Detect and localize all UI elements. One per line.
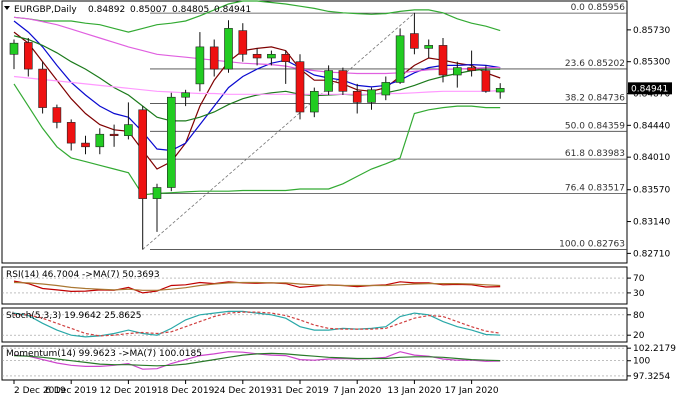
stoch-pane-frame (1, 307, 628, 343)
fib-level-label: 100.0 0.82763 (559, 239, 625, 249)
collapse-triangle-icon (4, 6, 10, 10)
bear-candle (238, 30, 248, 55)
x-tick-label: 18 Dec 2019 (157, 386, 215, 396)
fib-trendline (142, 12, 415, 250)
rsi-tick-label: 70 (633, 274, 645, 284)
momentum-tick-label: 100 (633, 357, 650, 367)
bull-candle (309, 90, 319, 113)
rsi-tick-label: 30 (633, 289, 645, 299)
x-tick-label: 24 Dec 2019 (214, 386, 272, 396)
y-tick-label: 0.84870 (633, 90, 670, 100)
bear-candle (52, 107, 62, 123)
main-pane-frame (1, 0, 628, 264)
bear-candle (352, 90, 362, 103)
stoch-tick-label: 20 (633, 331, 645, 341)
bull-candle (395, 35, 405, 83)
bear-candle (209, 46, 219, 70)
bear-candle (38, 68, 47, 108)
ohlc-value: 0.84892 (88, 5, 125, 15)
momentum-pane-frame (1, 345, 628, 381)
bear-candle (81, 142, 90, 148)
moving-average-line (13, 75, 501, 95)
bull-candle (381, 82, 391, 96)
x-tick-label: 7 Jan 2020 (333, 386, 381, 396)
fib-level-label: 38.2 0.84736 (565, 93, 625, 103)
ohlc-value: 0.84941 (214, 5, 251, 15)
rsi-series-line (13, 280, 501, 294)
y-tick-label: 0.84440 (633, 121, 670, 131)
bear-candle (138, 109, 147, 199)
bull-candle (181, 92, 190, 98)
stoch-tick-label: 80 (633, 311, 645, 321)
fib-level-label: 76.4 0.83517 (565, 184, 625, 194)
upper-band-line (13, 0, 501, 33)
bull-candle (152, 187, 162, 199)
fib-level-label: 61.8 0.83983 (565, 149, 625, 159)
bear-candle (481, 70, 491, 92)
bull-candle (452, 67, 462, 76)
fib-level-label: 50.0 0.84359 (565, 121, 625, 131)
fib-level-label: 23.6 0.85202 (565, 59, 625, 69)
bull-candle (267, 53, 276, 59)
symbol-timeframe-label: EURGBP,Daily (14, 5, 77, 15)
lower-band-line (13, 83, 501, 196)
momentum-tick-label: 102.2179 (633, 344, 676, 354)
price-label-box (628, 82, 672, 95)
rsi-series-line (13, 281, 501, 291)
bull-candle (224, 28, 233, 70)
bull-candle (424, 45, 434, 49)
bear-candle (338, 70, 348, 92)
rsi-label: RSI(14) 46.7004 ->MA(7) 50.3693 (6, 270, 160, 280)
x-tick-label: 12 Dec 2019 (100, 386, 158, 396)
bull-candle (195, 46, 205, 85)
bull-candle (495, 88, 505, 93)
bear-candle (281, 53, 291, 62)
y-tick-label: 0.83140 (633, 218, 670, 228)
ohlc-value: 0.84805 (172, 5, 209, 15)
x-tick-label: 2 Dec 2019 (14, 386, 66, 396)
bear-candle (23, 42, 33, 70)
bear-candle (410, 33, 419, 49)
bear-candle (295, 61, 305, 113)
momentum-label: Momentum(14) 99.9623 ->MA(7) 100.0185 (6, 349, 202, 359)
bear-candle (66, 122, 76, 144)
x-tick-label: 31 Dec 2019 (271, 386, 329, 396)
bear-candle (252, 53, 262, 59)
stoch-series-line (13, 310, 501, 338)
fib-level-label: 0.0 0.85956 (571, 3, 626, 13)
rsi-pane-frame (1, 266, 628, 305)
bull-candle (324, 70, 333, 92)
bear-candle (438, 45, 448, 76)
x-tick-label: 17 Jan 2020 (445, 386, 499, 396)
bear-candle (467, 67, 476, 71)
ohlc-value: 0.85007 (130, 5, 167, 15)
y-tick-label: 0.84010 (633, 153, 670, 163)
moving-average-line (13, 35, 501, 122)
momentum-tick-label: 97.3254 (633, 372, 670, 382)
y-tick-label: 0.85730 (633, 26, 670, 36)
bull-candle (124, 124, 133, 137)
stoch-series-line (14, 311, 501, 337)
y-tick-label: 0.83570 (633, 186, 670, 196)
bull-candle (9, 42, 19, 55)
x-tick-label: 6 Dec 2019 (45, 386, 97, 396)
current-price-label: 0.84941 (631, 84, 668, 94)
y-tick-label: 0.85300 (633, 58, 670, 68)
bear-candle (109, 133, 119, 137)
bull-candle (167, 96, 176, 188)
y-tick-label: 0.82710 (633, 249, 670, 259)
bull-candle (95, 133, 105, 148)
x-tick-label: 13 Jan 2020 (387, 386, 441, 396)
stoch-label: Stoch(5,3,3) 19.9642 25.8625 (6, 311, 141, 321)
momentum-series-line (13, 352, 501, 367)
bull-candle (367, 89, 376, 103)
